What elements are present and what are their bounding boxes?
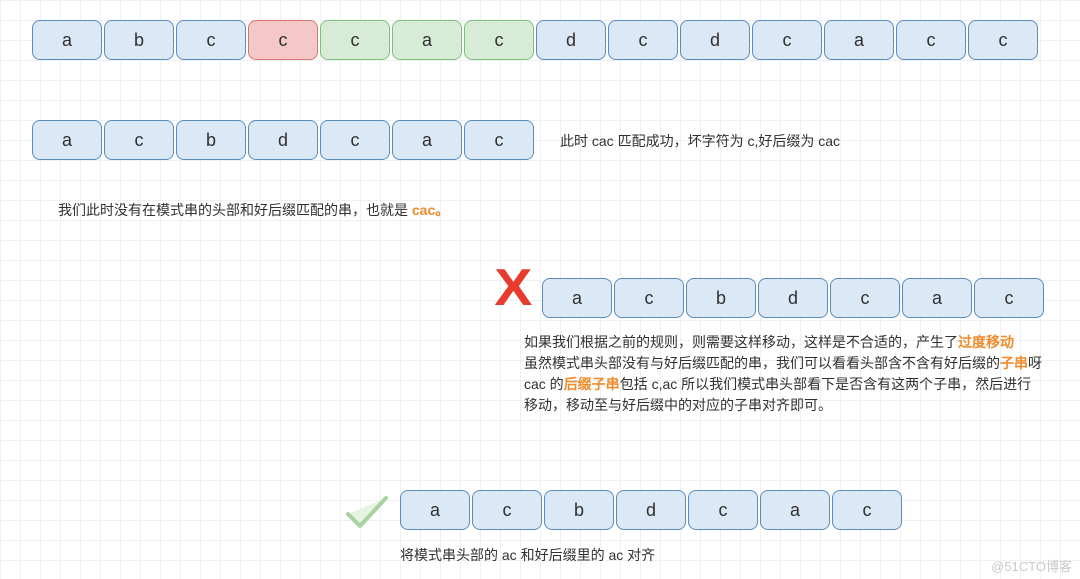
note-match-info-text: 此时 cac 匹配成功，坏字符为 c,好后缀为 cac	[560, 133, 840, 149]
cell: b	[176, 120, 246, 160]
note-align-ac: 将模式串头部的 ac 和好后缀里的 ac 对齐	[400, 545, 655, 566]
cell: d	[616, 490, 686, 530]
note3-p2hl: 子串	[1000, 355, 1028, 371]
cell: b	[104, 20, 174, 60]
cell: d	[758, 278, 828, 318]
cell: c	[320, 120, 390, 160]
cell: c	[752, 20, 822, 60]
note3-p3hl: 后缀子串	[564, 376, 620, 392]
cell: c	[968, 20, 1038, 60]
note3-p3: cac 的后缀子串包括 c,ac 所以我们模式串头部看下是否含有这两个子串，然后…	[524, 374, 1044, 416]
cell: b	[686, 278, 756, 318]
note-match-info: 此时 cac 匹配成功，坏字符为 c,好后缀为 cac	[560, 131, 840, 152]
cell: c	[974, 278, 1044, 318]
watermark-text: @51CTO博客	[991, 559, 1072, 574]
check-mark-icon	[344, 492, 390, 532]
note3-p2: 虽然模式串头部没有与好后缀匹配的串，我们可以看看头部含不含有好后缀的子串呀	[524, 353, 1044, 374]
cell: a	[400, 490, 470, 530]
x-mark-icon: X	[494, 262, 532, 314]
note-no-head-match: 我们此时没有在模式串的头部和好后缀匹配的串，也就是 cac。	[58, 200, 449, 221]
note3-p1a: 如果我们根据之前的规则，则需要这样移动，这样是不合适的，产生了	[524, 334, 958, 350]
x-mark-glyph: X	[494, 259, 532, 317]
note3-p3a: cac 的	[524, 376, 564, 392]
cell: c	[688, 490, 758, 530]
cell: c	[464, 120, 534, 160]
cell: c	[104, 120, 174, 160]
cell: a	[542, 278, 612, 318]
pattern-row-wrong: acbdcac	[542, 278, 1044, 318]
note3-p1: 如果我们根据之前的规则，则需要这样移动，这样是不合适的，产生了过度移动	[524, 332, 1044, 353]
cell: d	[536, 20, 606, 60]
cell: c	[608, 20, 678, 60]
cell: c	[176, 20, 246, 60]
cell: d	[248, 120, 318, 160]
cell: c	[320, 20, 390, 60]
cell: c	[896, 20, 966, 60]
note2-hl: cac。	[412, 202, 449, 218]
note-explanation: 如果我们根据之前的规则，则需要这样移动，这样是不合适的，产生了过度移动 虽然模式…	[524, 332, 1044, 416]
note4-text: 将模式串头部的 ac 和好后缀里的 ac 对齐	[400, 547, 655, 563]
cell: a	[760, 490, 830, 530]
note3-p2a: 虽然模式串头部没有与好后缀匹配的串，我们可以看看头部含不含有好后缀的	[524, 355, 1000, 371]
text-row-main: abcccacdcdcacc	[32, 20, 1038, 60]
cell: a	[32, 20, 102, 60]
note2-prefix: 我们此时没有在模式串的头部和好后缀匹配的串，也就是	[58, 202, 412, 218]
cell: a	[392, 20, 462, 60]
note3-p2b: 呀	[1028, 355, 1042, 371]
pattern-row-1: acbdcac	[32, 120, 534, 160]
pattern-row-correct: acbdcac	[400, 490, 902, 530]
note3-p1hl: 过度移动	[958, 334, 1014, 350]
cell: a	[824, 20, 894, 60]
cell: c	[830, 278, 900, 318]
cell: b	[544, 490, 614, 530]
cell: c	[832, 490, 902, 530]
cell: c	[472, 490, 542, 530]
cell: a	[902, 278, 972, 318]
watermark: @51CTO博客	[991, 556, 1072, 575]
cell: c	[614, 278, 684, 318]
cell: a	[392, 120, 462, 160]
cell: c	[248, 20, 318, 60]
cell: d	[680, 20, 750, 60]
cell: a	[32, 120, 102, 160]
cell: c	[464, 20, 534, 60]
